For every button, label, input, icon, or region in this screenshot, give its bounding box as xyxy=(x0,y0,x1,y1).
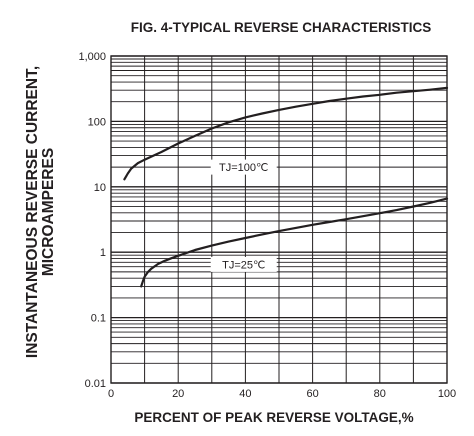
x-tick-label: 0 xyxy=(108,388,114,400)
y-tick-label: 10 xyxy=(94,182,106,194)
x-tick-label: 80 xyxy=(374,388,386,400)
x-axis-label: PERCENT OF PEAK REVERSE VOLTAGE,% xyxy=(134,410,413,425)
y-axis-label-line-2: MICROAMPERES xyxy=(40,148,57,276)
x-tick-label: 100 xyxy=(438,388,456,400)
y-tick-label: 0.01 xyxy=(85,378,106,390)
y-tick-label: 1 xyxy=(100,247,106,259)
annotation-background xyxy=(210,256,277,272)
y-tick-label: 100 xyxy=(88,116,106,128)
curve-label-tj-100c: TJ=100℃ xyxy=(219,162,268,174)
series-line-tj-100c xyxy=(123,86,449,181)
grid xyxy=(110,55,448,384)
y-axis-label-line-1: INSTANTANEOUS REVERSE CURRENT, xyxy=(24,66,41,358)
x-tick-label: 60 xyxy=(306,388,318,400)
curves xyxy=(123,86,449,288)
curve-label-tj-25c: TJ=25℃ xyxy=(222,259,265,271)
y-tick-label: 1,000 xyxy=(78,51,106,63)
curve-annotations: TJ=100℃ TJ=25℃ xyxy=(210,159,277,272)
x-tick-label: 20 xyxy=(172,388,184,400)
chart-title: FIG. 4-TYPICAL REVERSE CHARACTERISTICS xyxy=(131,20,432,35)
y-tick-label: 0.1 xyxy=(91,313,106,325)
series-line-tj-25c xyxy=(140,197,449,288)
annotation-background xyxy=(210,159,277,175)
plot-frame xyxy=(110,55,448,384)
tick-labels: 0.01 0.1 1 10 100 1,000 0 20 40 60 80 100 xyxy=(78,51,456,400)
x-tick-label: 40 xyxy=(239,388,251,400)
